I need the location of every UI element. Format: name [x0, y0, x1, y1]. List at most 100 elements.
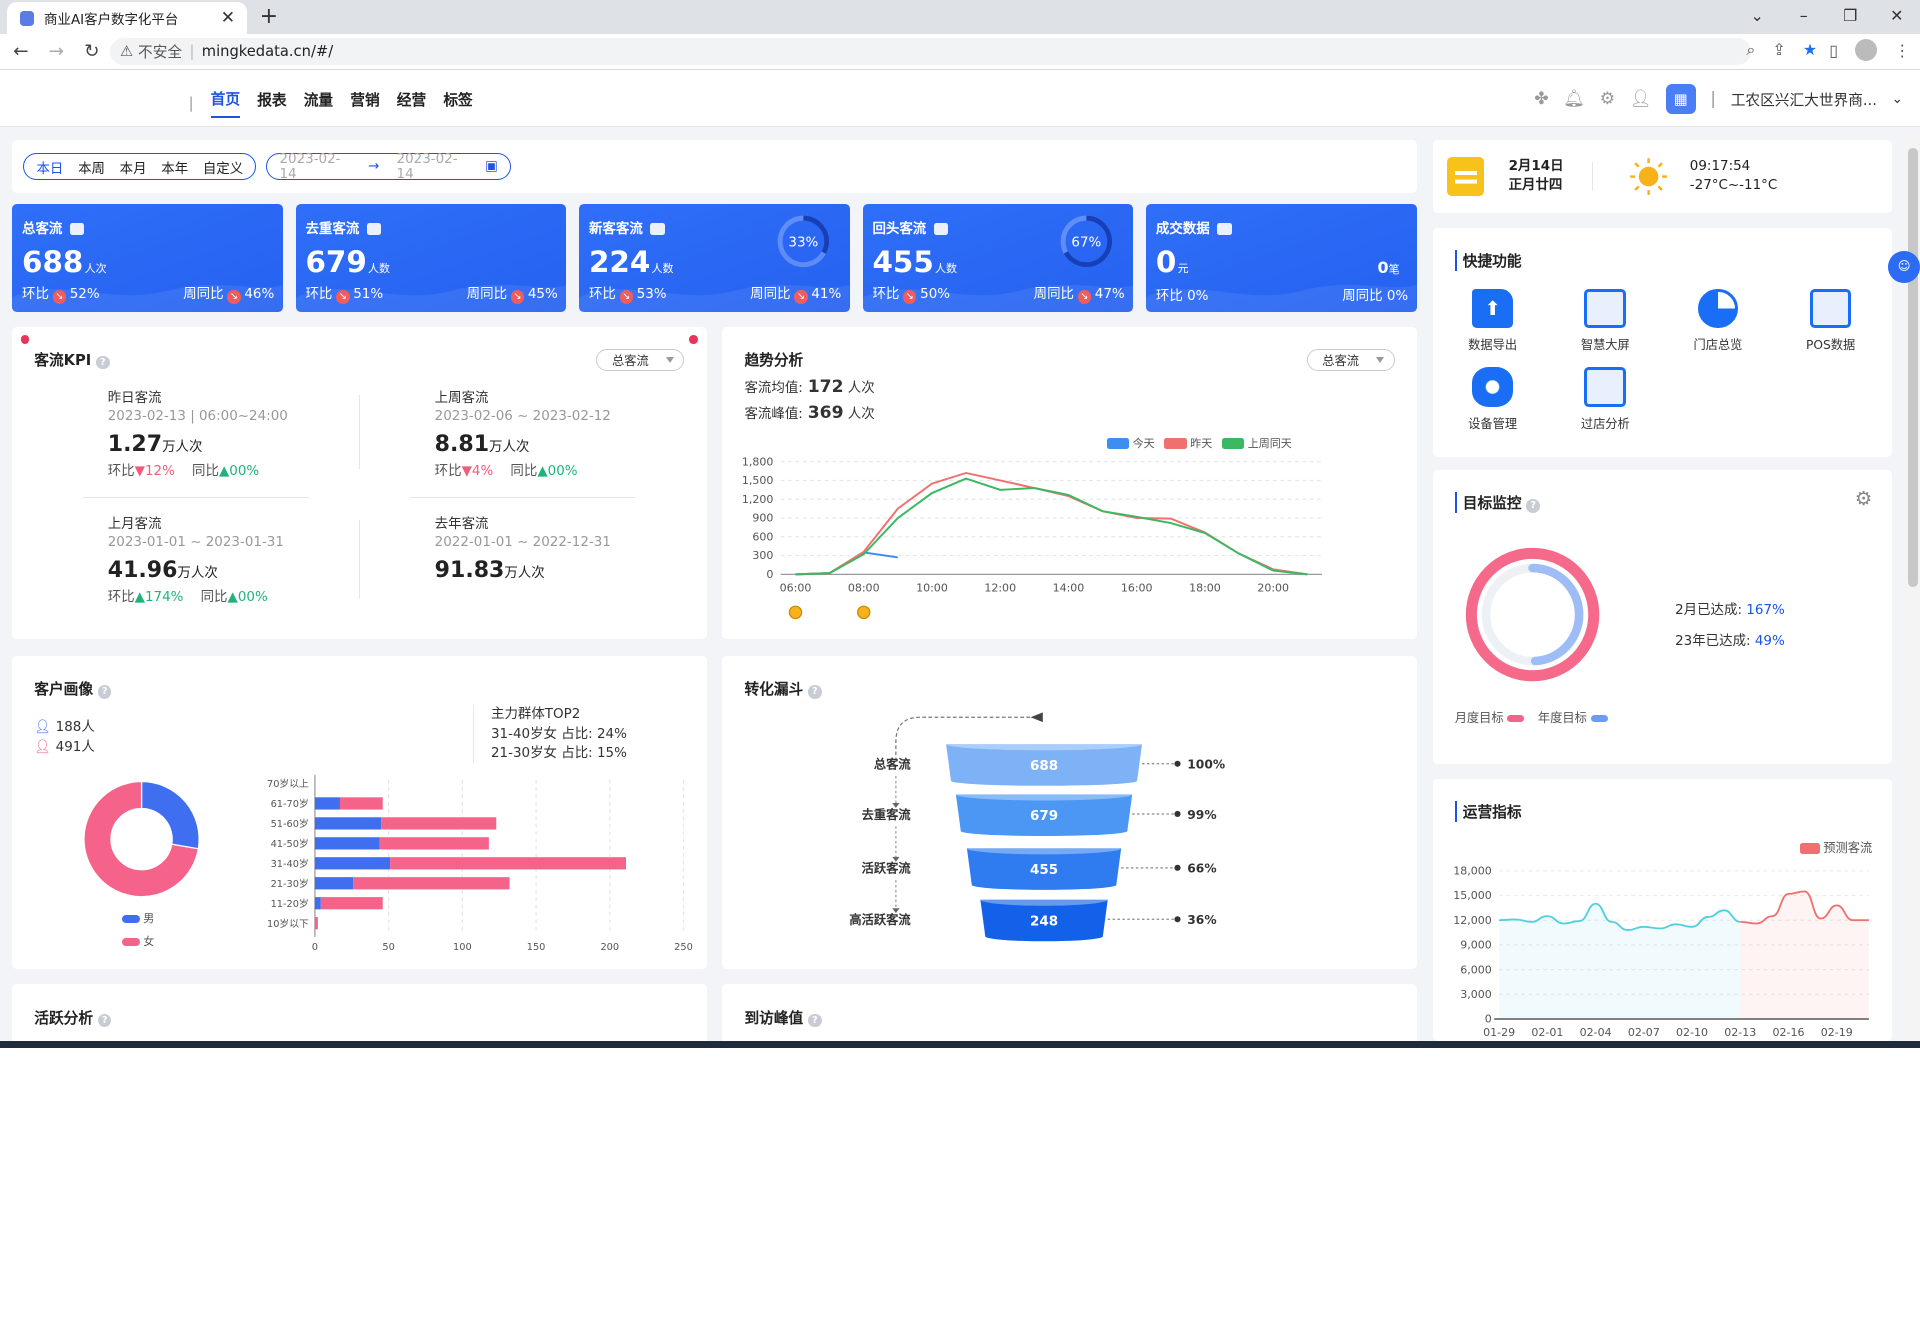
kpi-title-text: 去重客流 [305, 221, 360, 237]
funnel-stage-label: 活跃客流 [862, 861, 912, 876]
nav-tags[interactable]: 标签 [443, 92, 473, 110]
quick-function-label: 过店分析 [1580, 416, 1630, 431]
kpi-card[interactable]: 成交数据 0元 环比 0% 周同比 0% 0笔 [1146, 204, 1417, 313]
calendar-icon[interactable]: ▣ [485, 159, 498, 175]
kpi-block: 上月客流 2023-01-01 ~ 2023-01-31 41.96万人次 环比▲17… [108, 512, 284, 605]
settings-gear-icon[interactable]: ⚙ [1599, 89, 1616, 110]
help-icon[interactable]: ? [808, 685, 822, 699]
forward-icon[interactable]: → [48, 41, 64, 63]
nav-home[interactable]: 首页 [210, 88, 241, 119]
side-panel-icon[interactable]: ▯ [1829, 40, 1839, 60]
kpi-title: 回头客流 [872, 217, 949, 237]
floating-assistant-button[interactable]: ☺ [1888, 251, 1920, 283]
quick-function-3[interactable]: POS数据 [1791, 288, 1869, 354]
wave-decoration [579, 285, 850, 313]
indicator-dot [689, 335, 698, 345]
age-bar [314, 897, 321, 910]
quick-function-5[interactable]: 过店分析 [1566, 367, 1644, 432]
y-tick-label: 6,000 [1460, 963, 1492, 976]
quick-function-2[interactable]: 门店总览 [1679, 288, 1757, 354]
average-label: 客流均值: [744, 380, 803, 396]
bookmark-star-icon[interactable]: ★ [1802, 40, 1818, 60]
apps-icon[interactable]: ✤ [1534, 89, 1549, 110]
kpi-title: 成交数据 [1156, 217, 1232, 237]
end-date[interactable]: 2023-02-14 [396, 151, 458, 182]
start-date[interactable]: 2023-02-14 [279, 151, 341, 182]
nav-reports[interactable]: 报表 [257, 92, 287, 110]
chevron-down-icon[interactable]: ⌄ [1891, 91, 1903, 107]
profile-avatar[interactable] [1855, 39, 1878, 62]
store-building-icon[interactable]: ▦ [1666, 84, 1696, 114]
help-icon[interactable]: ? [97, 1013, 112, 1027]
period-month[interactable]: 本月 [119, 161, 147, 177]
help-icon[interactable]: ? [1526, 499, 1540, 513]
period-custom[interactable]: 自定义 [202, 161, 244, 177]
date-text: 2月14日 [1508, 158, 1564, 174]
zoom-icon[interactable]: ⌕ [1746, 40, 1756, 60]
page-scrollbar[interactable] [1905, 138, 1920, 1045]
sun-marker-icon [789, 605, 803, 619]
year-ring-progress [1482, 563, 1584, 666]
header-divider: | [1710, 89, 1717, 110]
help-icon[interactable]: ? [808, 1013, 822, 1027]
nav-traffic[interactable]: 流量 [303, 92, 334, 110]
restore-icon[interactable]: ❐ [1843, 6, 1858, 25]
quick-function-0[interactable]: ⬆ 数据导出 [1453, 288, 1531, 354]
favicon-icon [19, 11, 35, 26]
kpi-card[interactable]: 回头客流 455人数 环比 ↘ 50% 周同比 ↘ 47% 67% [862, 204, 1134, 313]
kpi-panel-title: 客流KPI? [34, 349, 110, 370]
kpi-block-hb-label: 环比 [107, 590, 135, 606]
y-tick-label: 11-20岁 [270, 897, 308, 910]
period-year[interactable]: 本年 [161, 161, 189, 177]
kpi-card[interactable]: 新客客流 224人数 环比 ↘ 53% 周同比 ↘ 41% 33% [579, 204, 850, 313]
kpi-card[interactable]: 总客流 688人次 环比 ↘ 52% 周同比 ↘ 46% [12, 204, 283, 313]
quick-function-1[interactable]: 智慧大屏 [1566, 288, 1644, 354]
y-tick-label: 21-30岁 [270, 877, 308, 890]
target-settings-icon[interactable]: ⚙ [1854, 487, 1873, 511]
kpi-block-name: 上周客流 [434, 390, 489, 406]
kpi-ring-label: 33% [788, 235, 818, 250]
nav-marketing[interactable]: 营销 [350, 92, 380, 110]
browser-tab[interactable]: 商业AI客户数字化平台 ✕ [7, 2, 248, 35]
kpi-card[interactable]: 去重客流 679人数 环比 ↘ 51% 周同比 ↘ 45% [295, 204, 567, 313]
x-tick-label: 14:00 [1053, 581, 1085, 594]
funnel-stage-label: 总客流 [874, 757, 911, 772]
kpi-metric-select[interactable]: 总客流 [596, 348, 685, 371]
date-range-picker[interactable]: 2023-02-14 → 2023-02-14 ▣ [266, 151, 512, 182]
help-icon[interactable]: ? [97, 685, 112, 699]
bell-icon[interactable]: 🔔︎ [1563, 89, 1585, 110]
kpi-block-unit: 万人次 [489, 439, 530, 455]
help-icon[interactable]: ? [96, 355, 110, 370]
store-selector[interactable]: 工农区兴汇大世界商... [1730, 91, 1877, 109]
trend-metric-select[interactable]: 总客流 [1306, 348, 1395, 371]
url-bar[interactable]: ⚠ 不安全 | mingkedata.cn/#/ [110, 37, 1752, 65]
minimize-icon[interactable]: – [1799, 6, 1808, 25]
kpi-block-tb-label: 同比 [200, 590, 228, 606]
weather-block: 09:17:54 -27°C~-11°C [1690, 157, 1777, 196]
sun-marker-icon [857, 605, 871, 619]
gender-donut-chart [83, 780, 201, 897]
tab-search-icon[interactable]: ⌄ [1750, 6, 1764, 25]
quick-function-4[interactable]: 设备管理 [1453, 367, 1531, 432]
close-tab-icon[interactable]: ✕ [220, 8, 236, 29]
kpi-value-unit: 人数 [651, 261, 674, 275]
kpi-tb-value: 0% [1386, 288, 1409, 304]
period-week[interactable]: 本周 [78, 161, 105, 177]
user-icon[interactable]: 👤︎ [1629, 89, 1652, 110]
menu-icon[interactable]: ⋮ [1894, 40, 1911, 60]
new-tab-icon[interactable]: + [259, 3, 279, 29]
period-today[interactable]: 本日 [36, 161, 64, 177]
series-line [1498, 902, 1741, 931]
share-icon[interactable]: ⇪ [1772, 40, 1786, 60]
reload-icon[interactable]: ↻ [84, 41, 100, 63]
back-icon[interactable]: ← [13, 41, 29, 63]
scrollbar-thumb[interactable] [1907, 148, 1918, 587]
funnel-stage-value: 248 [1030, 915, 1058, 930]
kpi-hb: 环比 ↘ 53% [589, 282, 667, 304]
kpi-hb: 环比 ↘ 50% [872, 282, 950, 304]
age-bar [314, 877, 354, 890]
nav-operations[interactable]: 经营 [396, 92, 427, 110]
year-value: 49% [1754, 634, 1785, 650]
close-window-icon[interactable]: ✕ [1890, 6, 1904, 25]
peak-label: 客流峰值: [744, 406, 803, 422]
